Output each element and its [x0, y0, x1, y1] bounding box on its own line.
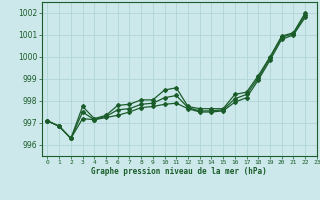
- X-axis label: Graphe pression niveau de la mer (hPa): Graphe pression niveau de la mer (hPa): [91, 167, 267, 176]
